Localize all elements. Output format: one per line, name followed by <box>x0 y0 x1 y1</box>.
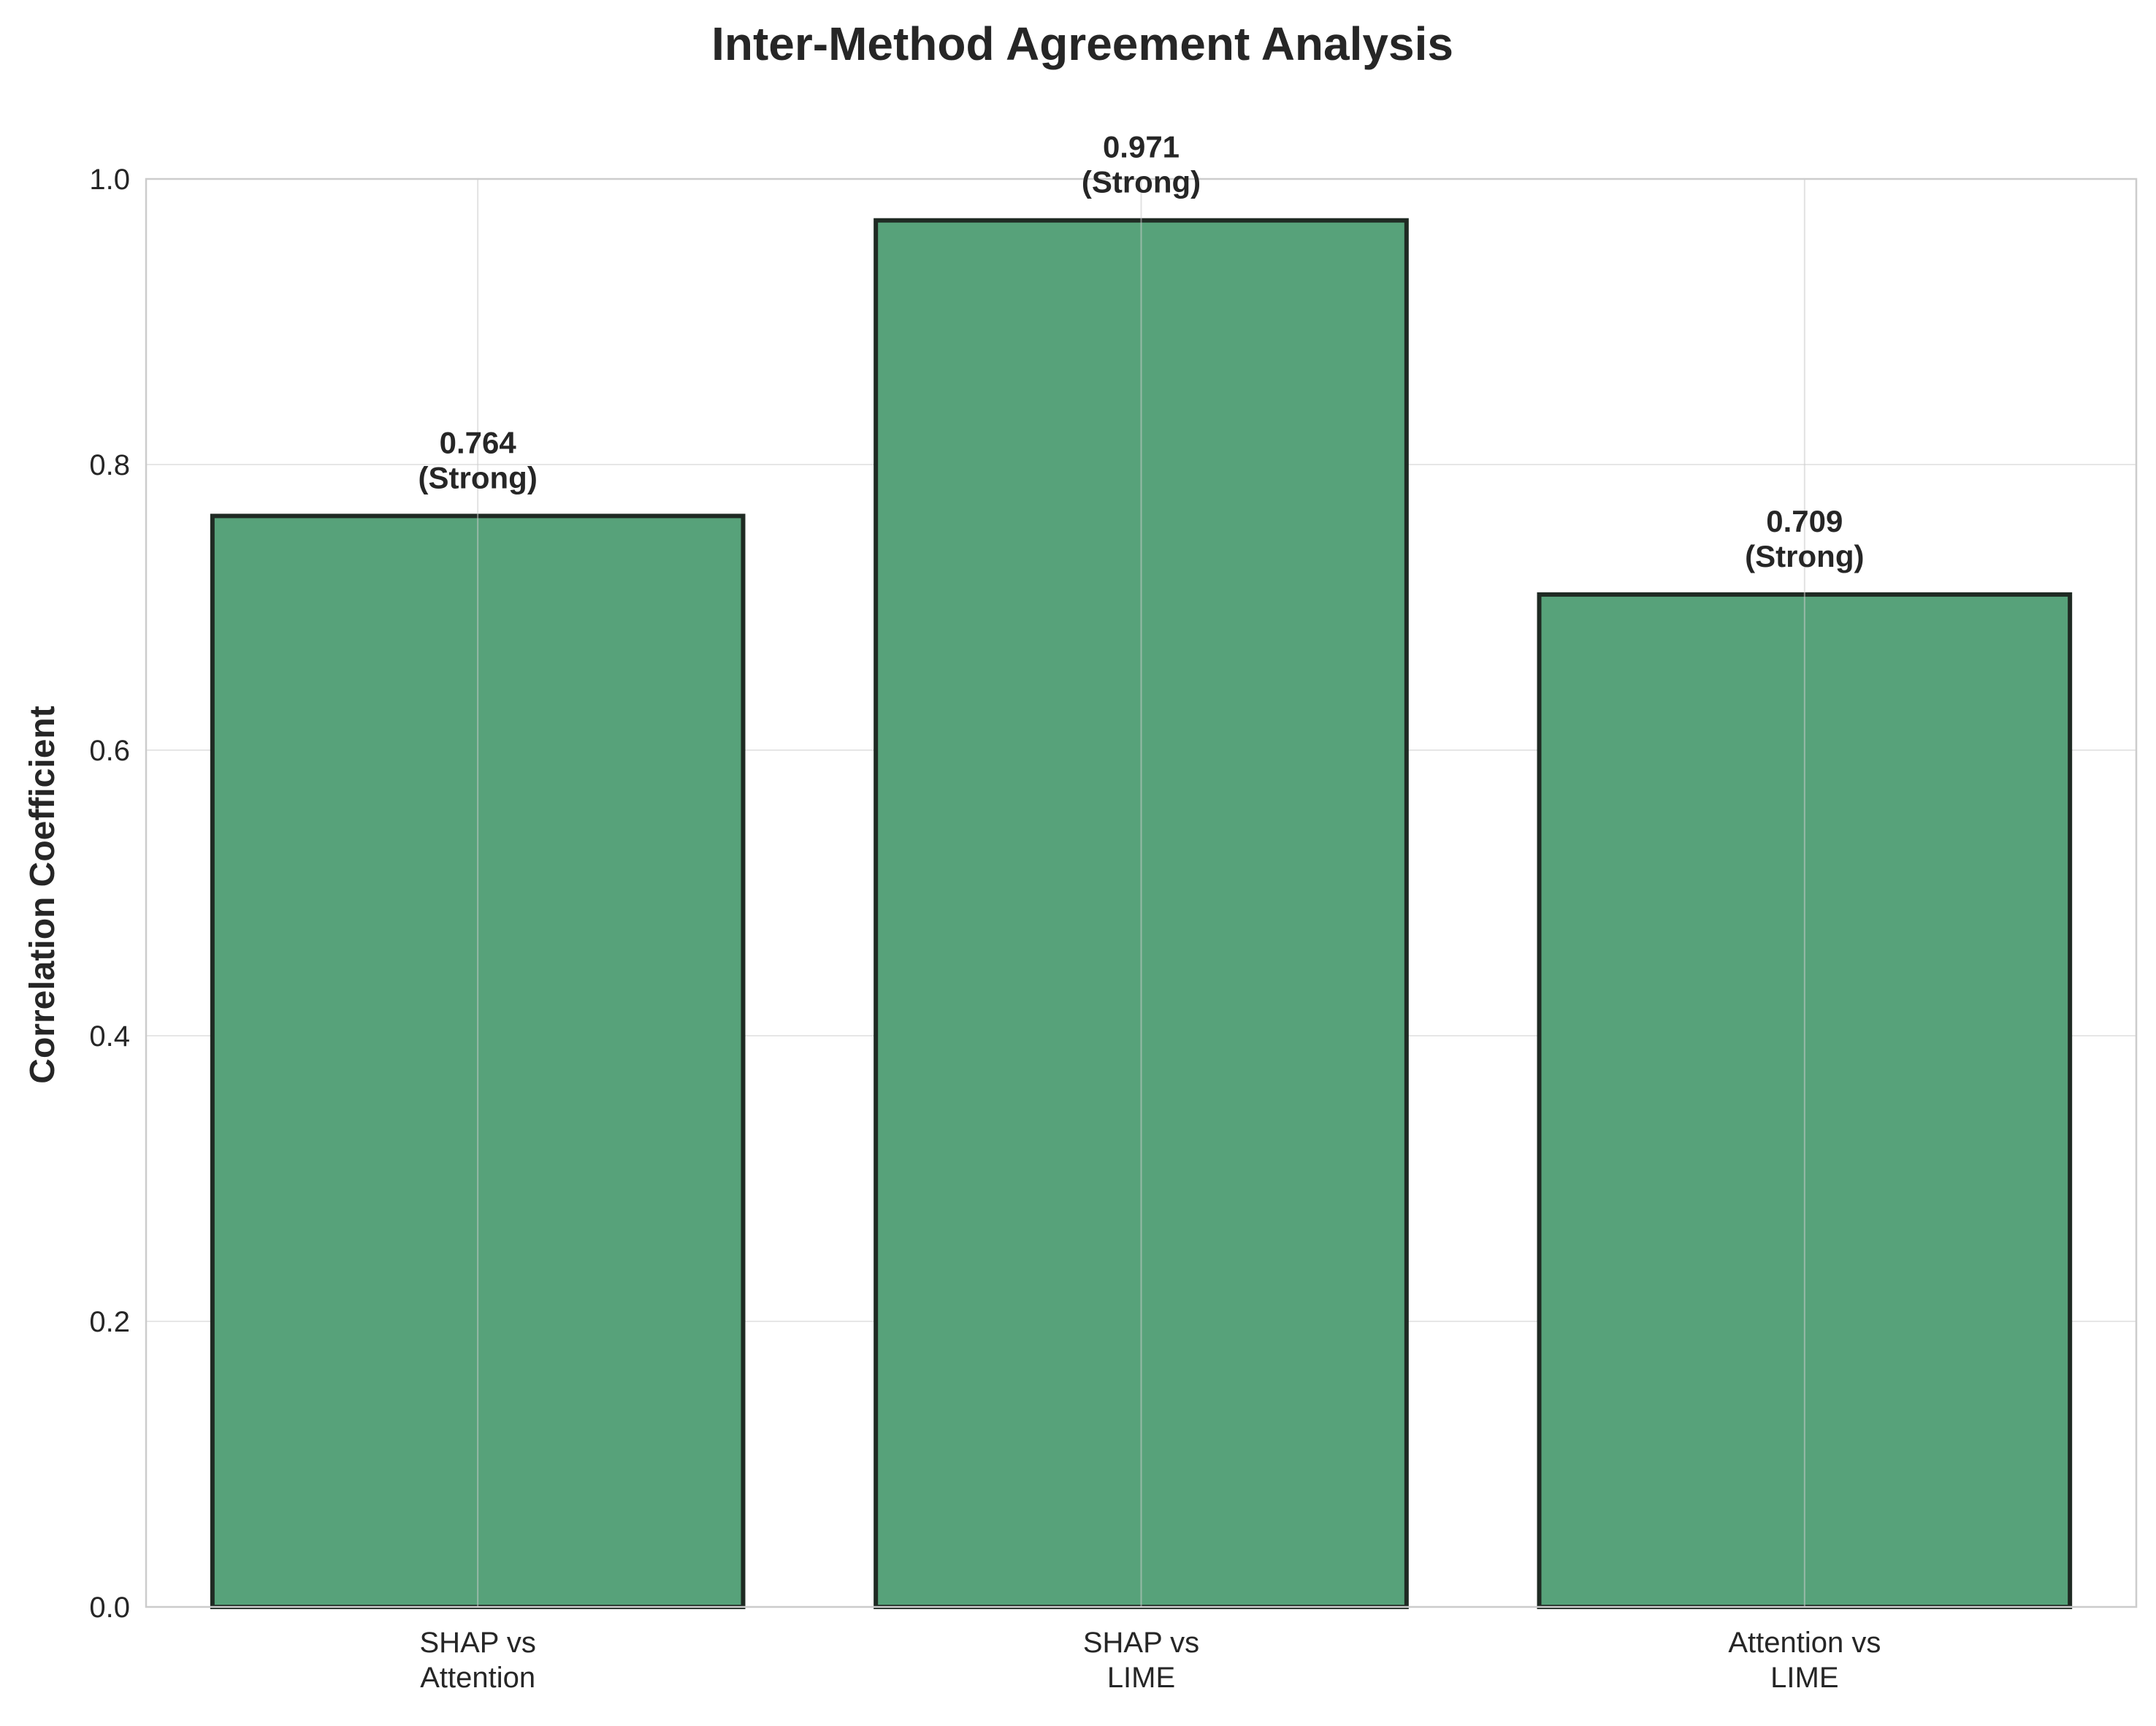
bar-value-label: 0.764 <box>440 425 517 459</box>
y-tick-label: 1.0 <box>89 164 130 196</box>
y-axis-label: Correlation Coefficient <box>23 706 62 1083</box>
axes-frame <box>145 177 2138 1608</box>
bar-strength-label: (Strong) <box>1745 539 1864 573</box>
chart-title: Inter-Method Agreement Analysis <box>711 18 1453 70</box>
x-tick-label: SHAP vs Attention <box>420 1627 536 1694</box>
y-tick-label: 0.0 <box>89 1592 130 1624</box>
y-tick-label: 0.2 <box>89 1306 130 1338</box>
x-tick-label: Attention vs LIME <box>1728 1627 1881 1694</box>
y-tick-label: 0.8 <box>89 449 130 481</box>
x-tick-label-line: LIME <box>1107 1662 1175 1694</box>
bar-value-label: 0.971 <box>1103 130 1180 164</box>
x-tick-label: SHAP vs LIME <box>1083 1627 1199 1694</box>
plot-area: 0.00.20.40.60.81.00.764(Strong)0.971(Str… <box>89 130 2138 1694</box>
bar-strength-label: (Strong) <box>1082 165 1201 199</box>
y-tick-label: 0.6 <box>89 735 130 767</box>
y-tick-label: 0.4 <box>89 1020 130 1053</box>
bar-strength-label: (Strong) <box>418 460 538 494</box>
x-tick-label-line: SHAP vs <box>1083 1627 1199 1659</box>
x-tick-label-line: Attention vs <box>1728 1627 1881 1659</box>
bar-value-label: 0.709 <box>1766 504 1843 538</box>
x-tick-label-line: SHAP vs <box>420 1627 536 1659</box>
x-tick-label-line: LIME <box>1770 1662 1838 1694</box>
x-tick-label-line: Attention <box>420 1662 535 1694</box>
